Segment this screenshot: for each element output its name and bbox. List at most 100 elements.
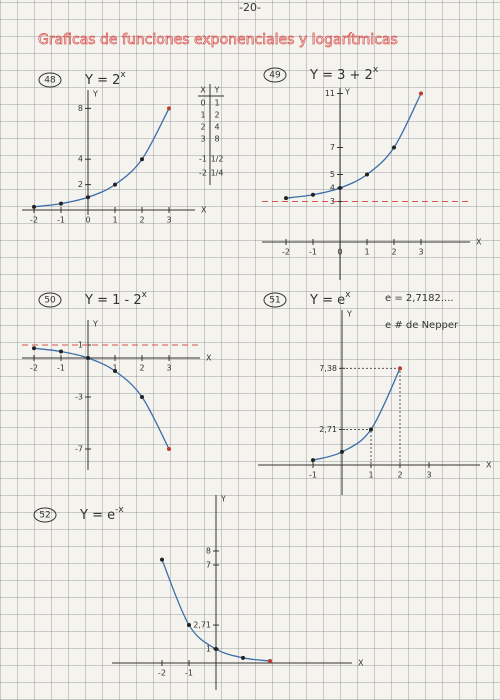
note: e # de Nepper bbox=[385, 320, 459, 331]
x-tick-label: 3 bbox=[166, 364, 171, 373]
x-tick-label: -1 bbox=[57, 216, 65, 225]
x-tick-label: 1 bbox=[112, 216, 117, 225]
curve bbox=[33, 108, 170, 208]
graph-number-circle bbox=[263, 292, 287, 308]
y-tick-label: 7 bbox=[206, 561, 211, 570]
graph-number-circle bbox=[38, 292, 62, 308]
y-tick-label: 5 bbox=[330, 170, 335, 179]
equation-base: Y = e bbox=[309, 293, 345, 308]
x-tick-label: -2 bbox=[30, 216, 38, 225]
y-tick-label: 2,71 bbox=[319, 425, 337, 434]
x-tick-label: -1 bbox=[185, 669, 193, 678]
point bbox=[32, 346, 36, 351]
x-axis-label: X bbox=[201, 206, 207, 215]
x-tick-label: 3 bbox=[426, 471, 431, 480]
x-tick-label: 1 bbox=[368, 471, 373, 480]
y-axis-label: Y bbox=[92, 90, 98, 99]
graph-number: 49 bbox=[269, 71, 281, 81]
x-tick-label: -2 bbox=[282, 248, 290, 257]
table-header: Y bbox=[214, 86, 220, 95]
point bbox=[113, 369, 117, 373]
x-tick-label: 0 bbox=[85, 216, 90, 225]
point bbox=[419, 91, 423, 96]
y-tick-label: 2 bbox=[78, 180, 83, 189]
point bbox=[160, 557, 164, 562]
point bbox=[140, 395, 144, 399]
equation: Y = 1 - 2x bbox=[84, 290, 148, 308]
y-axis-label: Y bbox=[92, 320, 98, 329]
equation: Y = 2x bbox=[84, 70, 126, 88]
equation-exponent: -x bbox=[115, 505, 124, 515]
point bbox=[241, 655, 245, 660]
table-cell: 1 bbox=[214, 99, 219, 108]
equation-base: Y = 1 - 2 bbox=[84, 293, 142, 308]
equation: Y = 3 + 2x bbox=[309, 65, 379, 83]
point bbox=[284, 196, 288, 201]
table-cell: 2 bbox=[200, 123, 205, 132]
point bbox=[340, 449, 344, 454]
table-cell: 1 bbox=[200, 111, 205, 120]
point bbox=[32, 204, 36, 209]
y-tick-label: 4 bbox=[330, 184, 335, 193]
point bbox=[311, 192, 315, 197]
point bbox=[268, 659, 272, 664]
curve bbox=[312, 368, 401, 461]
x-tick-label: 1 bbox=[112, 364, 117, 373]
equation-exponent: x bbox=[373, 65, 379, 75]
table-header: X bbox=[200, 86, 206, 95]
point bbox=[140, 157, 144, 162]
equation-exponent: x bbox=[142, 290, 148, 300]
table-cell: -2 bbox=[199, 169, 207, 178]
x-axis-label: X bbox=[358, 659, 364, 668]
point bbox=[59, 349, 63, 354]
x-tick-label: -2 bbox=[158, 669, 166, 678]
table-cell: 3 bbox=[200, 135, 205, 144]
y-axis-label: Y bbox=[220, 495, 226, 504]
x-tick-label: 0 bbox=[337, 248, 342, 257]
y-tick-label: 7,38 bbox=[319, 364, 337, 373]
point bbox=[398, 366, 402, 371]
point bbox=[167, 106, 171, 111]
curve bbox=[285, 93, 422, 199]
x-tick-label: -1 bbox=[57, 364, 65, 373]
point bbox=[311, 458, 315, 463]
x-tick-label: 2 bbox=[139, 364, 144, 373]
equation-base: Y = 2 bbox=[84, 73, 120, 88]
table-cell: 1/2 bbox=[211, 155, 224, 164]
table-cell: 4 bbox=[214, 123, 219, 132]
curve bbox=[33, 347, 170, 450]
page-title: Graficas de funciones exponenciales y lo… bbox=[38, 32, 398, 48]
y-tick-label: -3 bbox=[75, 393, 83, 402]
table-cell: 0 bbox=[200, 99, 205, 108]
point bbox=[214, 647, 218, 651]
x-tick-label: -1 bbox=[309, 248, 317, 257]
y-axis-label: Y bbox=[344, 88, 350, 97]
note: e = 2,7182.... bbox=[385, 293, 454, 304]
graph-number: 52 bbox=[39, 511, 50, 521]
y-tick-label: 7 bbox=[330, 143, 335, 152]
x-tick-label: -2 bbox=[30, 364, 38, 373]
table-cell: 2 bbox=[214, 111, 219, 120]
point bbox=[338, 186, 342, 190]
y-axis-label: Y bbox=[346, 310, 352, 319]
point bbox=[369, 427, 373, 432]
graph-number: 50 bbox=[44, 296, 56, 306]
graph-number-circle bbox=[38, 72, 62, 88]
equation: Y = e-x bbox=[79, 505, 124, 523]
point bbox=[113, 182, 117, 187]
x-tick-label: 1 bbox=[364, 248, 369, 257]
page-number: -20- bbox=[239, 1, 261, 14]
y-tick-label: 4 bbox=[78, 155, 83, 164]
point bbox=[392, 145, 396, 150]
x-tick-label: 2 bbox=[397, 471, 402, 480]
y-tick-label: -7 bbox=[75, 445, 83, 454]
point bbox=[86, 356, 90, 360]
point bbox=[365, 172, 369, 177]
graph-number: 51 bbox=[269, 296, 280, 306]
x-axis-label: X bbox=[486, 461, 492, 470]
x-axis-label: X bbox=[206, 354, 212, 363]
x-axis-label: X bbox=[476, 238, 482, 247]
equation-exponent: x bbox=[345, 290, 351, 300]
